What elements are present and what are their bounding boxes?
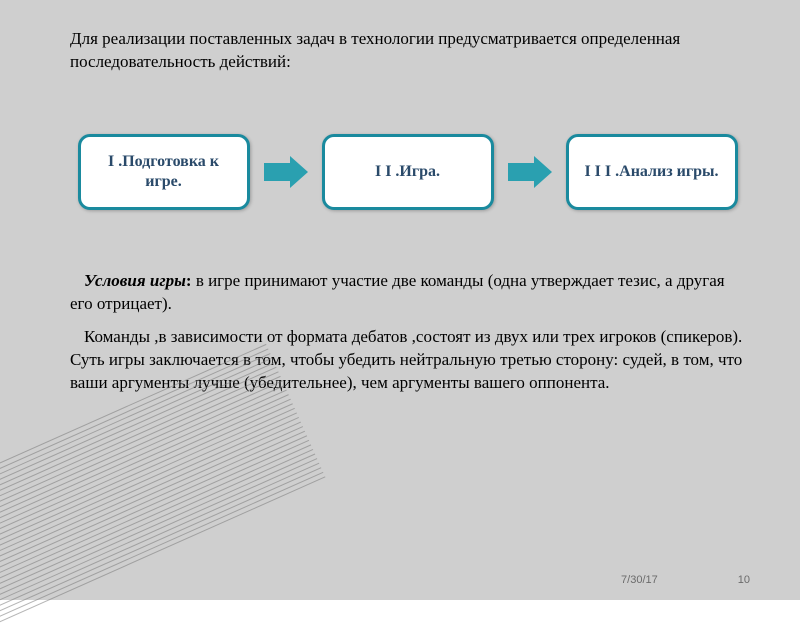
body-para-2: Команды ,в зависимости от формата дебато… xyxy=(70,326,745,395)
arrow-shaft xyxy=(264,163,290,181)
footer-date: 7/30/17 xyxy=(621,574,658,586)
body-para2-text: Команды ,в зависимости от формата дебато… xyxy=(70,327,742,392)
body-lead: Условия игры xyxy=(84,271,186,290)
flow-arrow-1 xyxy=(264,156,308,188)
flow-arrow-2 xyxy=(508,156,552,188)
intro-text: Для реализации поставленных задач в техн… xyxy=(70,28,745,74)
arrow-head-icon xyxy=(290,156,308,188)
footer-page-number: 10 xyxy=(738,574,750,586)
flow-node-2: I I .Игра. xyxy=(322,134,494,210)
arrow-shaft xyxy=(508,163,534,181)
flow-diagram: I .Подготовка к игре. I I .Игра. I I I .… xyxy=(70,134,745,210)
flow-node-1: I .Подготовка к игре. xyxy=(78,134,250,210)
flow-node-2-label: I I .Игра. xyxy=(375,162,440,182)
body-para-1: Условия игры: в игре принимают участие д… xyxy=(70,270,745,316)
flow-node-1-label: I .Подготовка к игре. xyxy=(89,152,239,192)
body-text: Условия игры: в игре принимают участие д… xyxy=(70,270,745,395)
flow-node-3: I I I .Анализ игры. xyxy=(566,134,738,210)
slide-footer: 7/30/17 10 xyxy=(621,574,750,586)
arrow-head-icon xyxy=(534,156,552,188)
flow-node-3-label: I I I .Анализ игры. xyxy=(584,162,718,182)
